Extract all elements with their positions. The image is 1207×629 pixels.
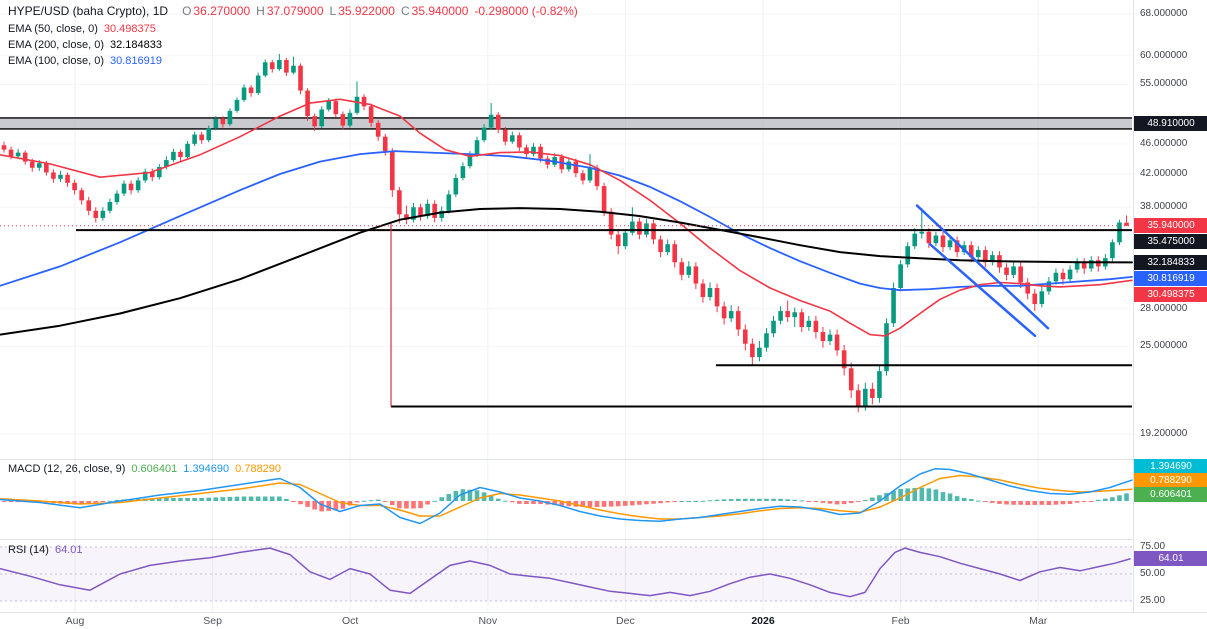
macd-line-value: 1.394690 xyxy=(183,463,230,475)
macd-axis-badge: 0.606401 xyxy=(1134,487,1207,502)
rsi-axis-badge: 64.01 xyxy=(1134,551,1207,567)
time-axis-label: Oct xyxy=(342,615,359,627)
rsi-tick-label: 75.00 xyxy=(1140,541,1166,552)
price-tick-label: 19.200000 xyxy=(1140,428,1188,439)
price-tick-label: 55.000000 xyxy=(1140,78,1188,90)
ema100-legend[interactable]: EMA (100, close, 0) 30.816919 xyxy=(8,55,162,67)
rsi-tick-label: 25.00 xyxy=(1140,595,1166,606)
close-value: 35.940000 xyxy=(411,4,469,18)
price-tick-label: 60.000000 xyxy=(1140,49,1188,61)
time-axis-label: Sep xyxy=(203,615,222,627)
close-label: C xyxy=(400,4,410,18)
price-tick-label: 25.000000 xyxy=(1140,340,1188,352)
macd-hist-value: 0.606401 xyxy=(131,463,178,475)
time-axis-label: 2026 xyxy=(751,615,775,627)
price-axis-badge: 48.910000 xyxy=(1134,115,1207,131)
high-value: 37.079000 xyxy=(266,4,324,18)
price-axis-badge: 35.475000 xyxy=(1134,234,1207,250)
price-axis-badge: 35.940000 xyxy=(1134,218,1207,234)
price-axis[interactable]: 68.000000 60.000000 55.000000 46.000000 42.0… xyxy=(1133,0,1207,612)
time-axis-label: Nov xyxy=(478,615,498,627)
ema100-label: EMA (100, close, 0) xyxy=(8,55,104,67)
macd-signal-value: 0.788290 xyxy=(235,463,282,475)
open-value: 36.270000 xyxy=(193,4,251,18)
price-tick-label: 28.000000 xyxy=(1140,302,1188,314)
macd-axis-badge: 1.394690 xyxy=(1134,459,1207,474)
rsi-label: RSI (14) xyxy=(8,544,49,556)
open-label: O xyxy=(182,4,192,18)
low-label: L xyxy=(329,4,337,18)
price-tick-label: 68.000000 xyxy=(1140,8,1188,19)
time-axis-label: Dec xyxy=(616,615,635,627)
ema200-value: 32.184833 xyxy=(110,39,162,51)
ema50-legend[interactable]: EMA (50, close, 0) 30.498375 xyxy=(8,23,156,35)
ema100-value: 30.816919 xyxy=(110,55,162,67)
price-tick-label: 46.000000 xyxy=(1140,137,1188,149)
price-tick-label: 38.000000 xyxy=(1140,201,1188,213)
ema50-value: 30.498375 xyxy=(103,23,156,35)
low-value: 35.922000 xyxy=(338,4,395,18)
rsi-tick-label: 50.00 xyxy=(1140,568,1166,579)
price-tick-label: 42.000000 xyxy=(1140,168,1188,180)
macd-label: MACD (12, 26, close, 9) xyxy=(8,463,126,475)
symbol-title: HYPE/USD (baha Crypto), 1D xyxy=(8,4,169,18)
time-axis-label: Aug xyxy=(65,615,85,627)
time-axis-label: Feb xyxy=(891,615,910,627)
price-axis-badge: 30.816919 xyxy=(1134,270,1207,286)
rsi-legend[interactable]: RSI (14) 64.01 xyxy=(8,544,83,556)
macd-axis-badge: 0.788290 xyxy=(1134,473,1207,488)
price-axis-badge: 30.498375 xyxy=(1134,286,1207,302)
ema50-label: EMA (50, close, 0) xyxy=(8,23,98,35)
time-axis-label: Mar xyxy=(1029,615,1048,627)
rsi-value: 64.01 xyxy=(54,544,83,556)
price-axis-badge: 32.184833 xyxy=(1134,254,1207,270)
change-value: -0.298000 (-0.82%) xyxy=(474,4,578,18)
macd-legend[interactable]: MACD (12, 26, close, 9) 0.606401 1.394690 0… xyxy=(8,463,281,475)
symbol-legend[interactable]: HYPE/USD (baha Crypto), 1D O 36.270000 H 37.… xyxy=(8,4,578,18)
high-label: H xyxy=(256,4,265,18)
ema200-legend[interactable]: EMA (200, close, 0) 32.184833 xyxy=(8,39,162,51)
ema200-label: EMA (200, close, 0) xyxy=(8,39,104,51)
time-axis[interactable]: Aug Sep Oct Nov Dec 2026 Feb Mar xyxy=(0,612,1207,629)
